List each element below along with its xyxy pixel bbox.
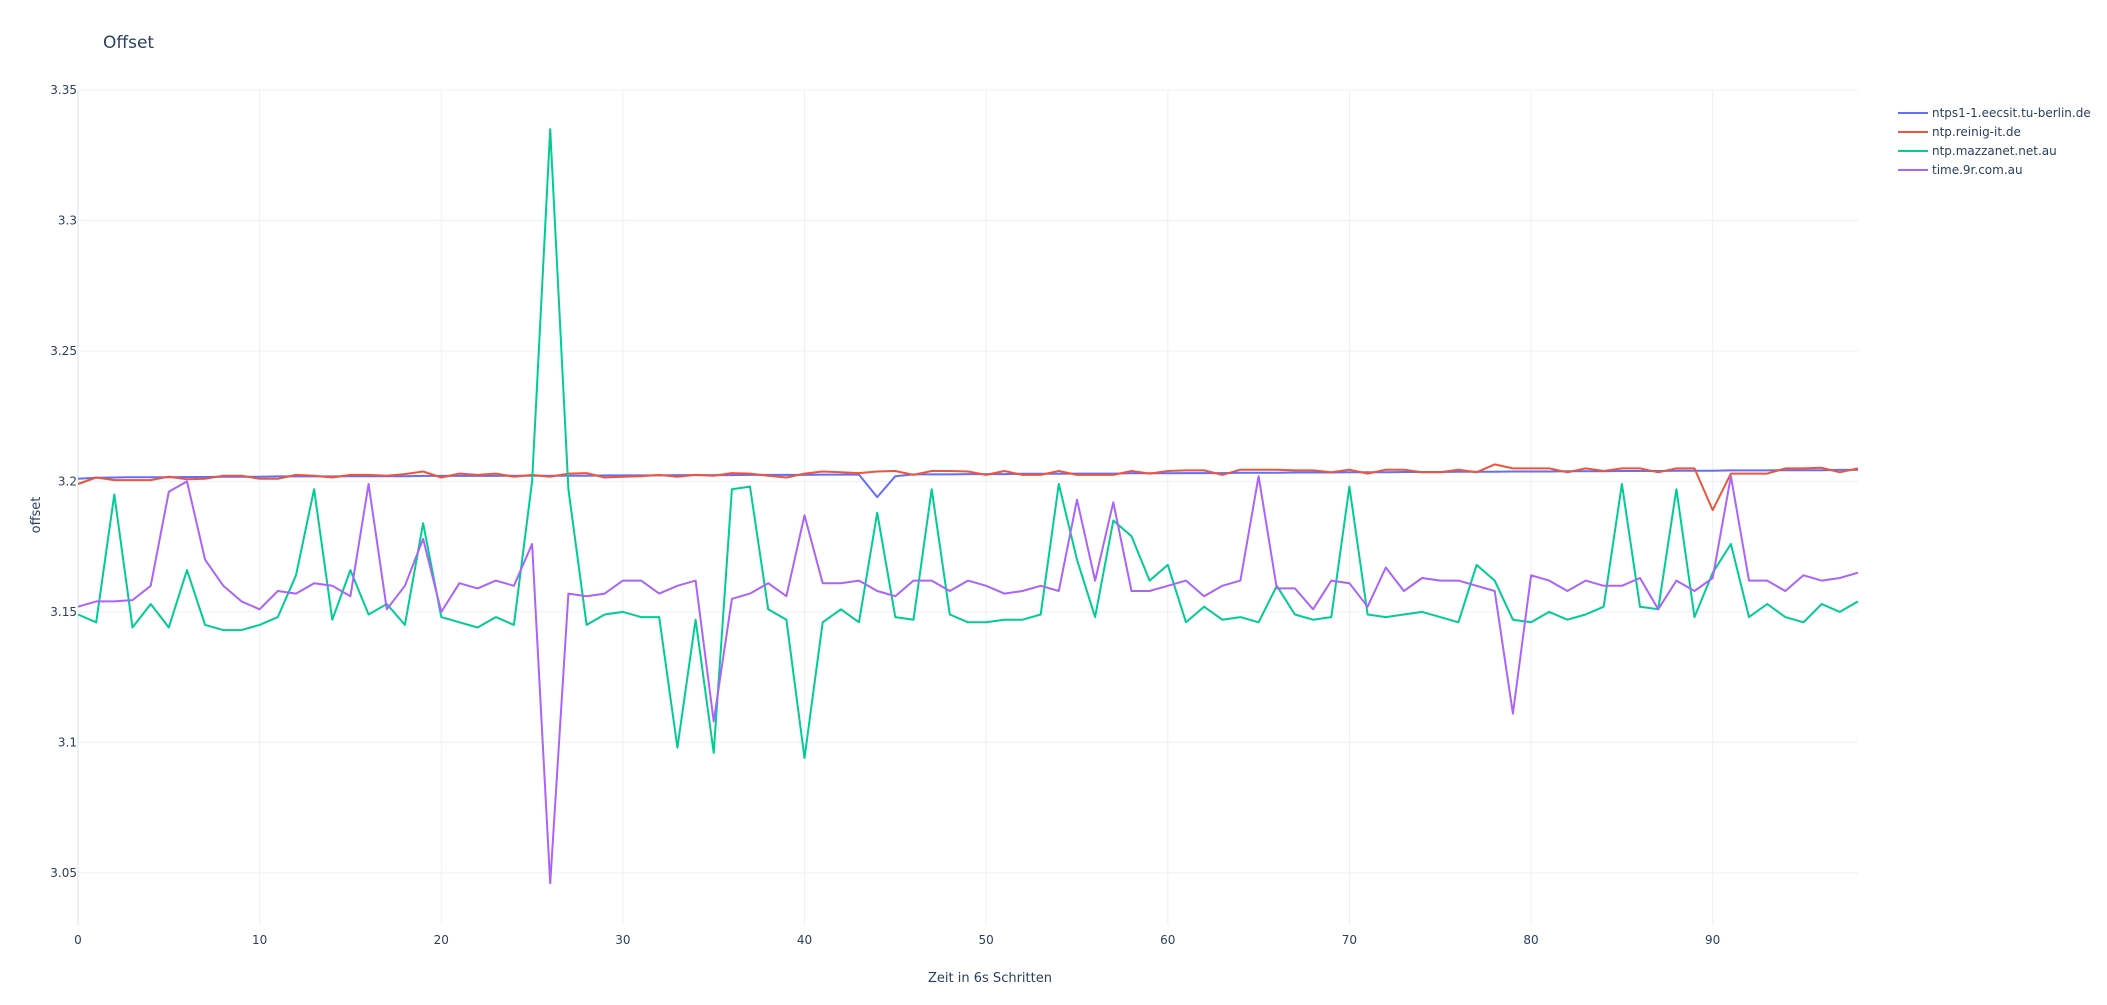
legend-item[interactable]: ntp.mazzanet.net.au xyxy=(1898,144,2057,158)
legend-label: ntps1-1.eecsit.tu-berlin.de xyxy=(1932,106,2091,120)
y-tick-label: 3.35 xyxy=(50,83,77,97)
grid-layer xyxy=(77,89,1858,925)
x-tick-label: 60 xyxy=(1160,933,1175,947)
x-axis-title: Zeit in 6s Schritten xyxy=(928,971,1052,986)
x-tick-label: 10 xyxy=(252,933,267,947)
legend-label: ntp.mazzanet.net.au xyxy=(1932,144,2057,158)
x-tick-label: 80 xyxy=(1523,933,1538,947)
series-line-0 xyxy=(77,468,1858,499)
legend: ntps1-1.eecsit.tu-berlin.de ntp.reinig-it… xyxy=(1898,106,2091,177)
x-tick-label: 70 xyxy=(1342,933,1357,947)
legend-item[interactable]: time.9r.com.au xyxy=(1898,163,2023,177)
y-tick-label: 3.3 xyxy=(58,213,77,227)
y-tick-label: 3.25 xyxy=(50,344,77,358)
y-tick-label: 3.2 xyxy=(58,474,77,488)
x-axis-ticks: 0 10 20 30 40 50 60 70 80 90 xyxy=(74,933,1720,947)
legend-label: ntp.reinig-it.de xyxy=(1932,125,2021,139)
series-line-1 xyxy=(77,463,1859,512)
x-tick-label: 20 xyxy=(434,933,449,947)
chart-title: Offset xyxy=(103,33,154,53)
x-tick-label: 40 xyxy=(797,933,812,947)
series-lines xyxy=(77,128,1859,885)
legend-item[interactable]: ntp.reinig-it.de xyxy=(1898,125,2021,139)
y-tick-label: 3.1 xyxy=(58,735,77,749)
x-tick-label: 50 xyxy=(979,933,994,947)
x-tick-label: 0 xyxy=(74,933,82,947)
series-line-3 xyxy=(77,475,1859,885)
x-tick-label: 30 xyxy=(615,933,630,947)
y-axis-ticks: 3.05 3.1 3.15 3.2 3.25 3.3 3.35 xyxy=(50,83,77,880)
x-tick-label: 90 xyxy=(1705,933,1720,947)
legend-item[interactable]: ntps1-1.eecsit.tu-berlin.de xyxy=(1898,106,2091,120)
y-tick-label: 3.15 xyxy=(50,605,77,619)
legend-label: time.9r.com.au xyxy=(1932,163,2023,177)
y-axis-title: offset xyxy=(29,497,44,534)
series-line-2 xyxy=(77,128,1859,759)
y-tick-label: 3.05 xyxy=(50,866,77,880)
